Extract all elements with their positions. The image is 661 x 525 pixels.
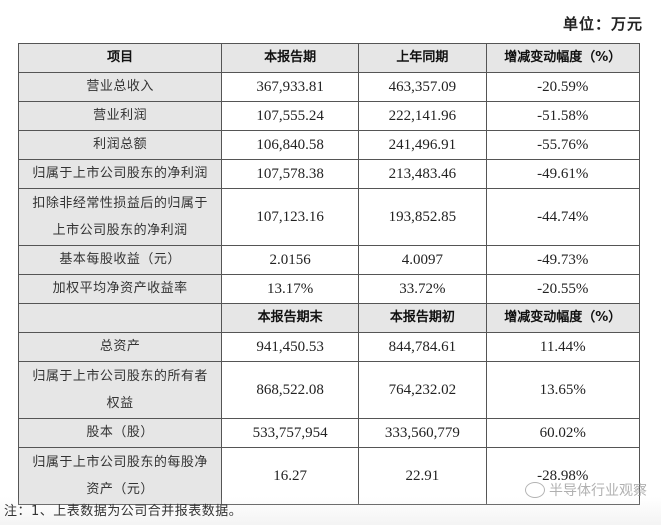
row-label: 归属于上市公司股东的净利润 [17, 159, 223, 189]
row-label-line1: 归属于上市公司股东的每股净 [32, 455, 208, 470]
row-label-line2: 权益 [106, 396, 134, 411]
table-row: 利润总额 106,840.58 241,496.91 -55.76% [17, 130, 640, 160]
row-label-line1: 归属于上市公司股东的所有者 [32, 369, 208, 384]
header-prior-period: 上年同期 [358, 43, 487, 73]
row-label-line1: 扣除非经常性损益后的归属于 [32, 196, 208, 211]
row-label-line2: 资产（元） [86, 482, 154, 497]
row-label: 股本（股） [17, 418, 223, 448]
wechat-icon [525, 482, 545, 498]
subheader-period-start: 本报告期初 [358, 303, 487, 333]
row-label-line2: 上市公司股东的净利润 [52, 223, 188, 238]
cell-prior: 22.91 [358, 447, 487, 505]
cell-change: 13.65% [485, 361, 640, 419]
cell-current: 941,450.53 [221, 332, 360, 362]
footnote: 注：1、上表数据为公司合并报表数据。 [4, 504, 243, 519]
table-row: 营业总收入 367,933.81 463,357.09 -20.59% [17, 72, 640, 102]
table-row: 基本每股收益（元） 2.0156 4.0097 -49.73% [17, 245, 640, 275]
subheader-blank [17, 303, 223, 333]
cell-change: -49.61% [485, 159, 640, 189]
table-row: 归属于上市公司股东的净利润 107,578.38 213,483.46 -49.… [17, 159, 640, 189]
subheader-change-pct: 增减变动幅度（%） [485, 303, 640, 333]
cell-prior: 4.0097 [358, 245, 487, 275]
unit-label: 单位：万元 [562, 15, 643, 33]
cell-change: -51.58% [485, 101, 640, 131]
row-label: 扣除非经常性损益后的归属于 上市公司股东的净利润 [17, 188, 223, 246]
cell-change: -20.59% [485, 72, 640, 102]
table-row: 营业利润 107,555.24 222,141.96 -51.58% [17, 101, 640, 131]
cell-change: 11.44% [485, 332, 640, 362]
row-label: 归属于上市公司股东的每股净 资产（元） [17, 447, 223, 505]
financial-summary-table: 项目 本报告期 上年同期 增减变动幅度（%） 营业总收入 367,933.81 … [17, 43, 640, 505]
header-item: 项目 [17, 43, 223, 73]
cell-prior: 33.72% [358, 274, 487, 304]
table-header-row: 项目 本报告期 上年同期 增减变动幅度（%） [17, 43, 640, 73]
cell-prior: 463,357.09 [358, 72, 487, 102]
row-label: 总资产 [17, 332, 223, 362]
cell-change: 60.02% [485, 418, 640, 448]
cell-current: 106,840.58 [221, 130, 360, 160]
cell-current: 13.17% [221, 274, 360, 304]
cell-prior: 333,560,779 [358, 418, 487, 448]
table-row: 扣除非经常性损益后的归属于 上市公司股东的净利润 107,123.16 193,… [17, 188, 640, 246]
cell-current: 107,578.38 [221, 159, 360, 189]
cell-prior: 213,483.46 [358, 159, 487, 189]
cell-current: 367,933.81 [221, 72, 360, 102]
cell-change: -20.55% [485, 274, 640, 304]
table-row: 总资产 941,450.53 844,784.61 11.44% [17, 332, 640, 362]
table-row: 归属于上市公司股东的每股净 资产（元） 16.27 22.91 -28.98% [17, 447, 640, 505]
row-label: 利润总额 [17, 130, 223, 160]
cell-prior: 764,232.02 [358, 361, 487, 419]
row-label: 基本每股收益（元） [17, 245, 223, 275]
cell-prior: 844,784.61 [358, 332, 487, 362]
row-label: 营业利润 [17, 101, 223, 131]
cell-current: 533,757,954 [221, 418, 360, 448]
watermark-text: 半导体行业观察 [549, 483, 647, 499]
table-row: 归属于上市公司股东的所有者 权益 868,522.08 764,232.02 1… [17, 361, 640, 419]
subheader-period-end: 本报告期末 [221, 303, 360, 333]
cell-prior: 193,852.85 [358, 188, 487, 246]
cell-change: -28.98% [485, 447, 640, 505]
cell-prior: 241,496.91 [358, 130, 487, 160]
cell-change: -49.73% [485, 245, 640, 275]
cell-current: 868,522.08 [221, 361, 360, 419]
header-current-period: 本报告期 [221, 43, 360, 73]
table-subheader-row: 本报告期末 本报告期初 增减变动幅度（%） [17, 303, 640, 333]
cell-current: 2.0156 [221, 245, 360, 275]
watermark: 半导体行业观察 [525, 480, 647, 500]
cell-current: 107,123.16 [221, 188, 360, 246]
row-label: 加权平均净资产收益率 [17, 274, 223, 304]
header-change-pct: 增减变动幅度（%） [485, 43, 640, 73]
cell-change: -55.76% [485, 130, 640, 160]
cell-change: -44.74% [485, 188, 640, 246]
row-label: 营业总收入 [17, 72, 223, 102]
cell-prior: 222,141.96 [358, 101, 487, 131]
cell-current: 16.27 [221, 447, 360, 505]
cell-current: 107,555.24 [221, 101, 360, 131]
row-label: 归属于上市公司股东的所有者 权益 [17, 361, 223, 419]
table-row: 股本（股） 533,757,954 333,560,779 60.02% [17, 418, 640, 448]
table-row: 加权平均净资产收益率 13.17% 33.72% -20.55% [17, 274, 640, 304]
